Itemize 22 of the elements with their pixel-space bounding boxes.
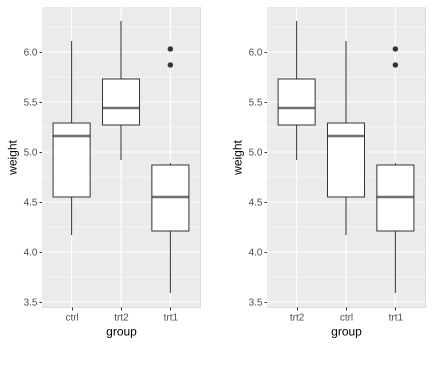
- x-tick-label: trt1: [164, 312, 179, 324]
- y-tick-label: 3.5: [24, 298, 38, 308]
- y-tick-label: 3.5: [248, 298, 263, 308]
- y-tick-label: 5.0: [24, 148, 38, 158]
- y-axis-title: weight: [6, 139, 20, 176]
- y-tick-label: 4.5: [248, 198, 263, 208]
- y-tick-label: 5.5: [248, 98, 263, 108]
- y-tick-label: 4.0: [248, 248, 263, 258]
- x-tick-label: trt2: [114, 312, 130, 324]
- x-axis-title: group: [106, 324, 138, 338]
- y-tick-label: 4.0: [24, 248, 38, 258]
- y-tick-label: 6.0: [24, 48, 38, 58]
- y-tick-label: 5.0: [248, 148, 263, 158]
- x-tick-label: trt1: [388, 312, 404, 324]
- y-axis-title: weight: [230, 139, 245, 176]
- y-tick-label: 6.0: [248, 48, 263, 58]
- x-tick-label: trt2: [290, 312, 305, 324]
- x-tick-label: ctrl: [340, 312, 354, 324]
- y-tick-label: 4.5: [24, 198, 38, 208]
- x-tick-label: ctrl: [65, 312, 79, 324]
- y-tick-label: 5.5: [24, 98, 38, 108]
- x-axis-title: group: [331, 324, 362, 338]
